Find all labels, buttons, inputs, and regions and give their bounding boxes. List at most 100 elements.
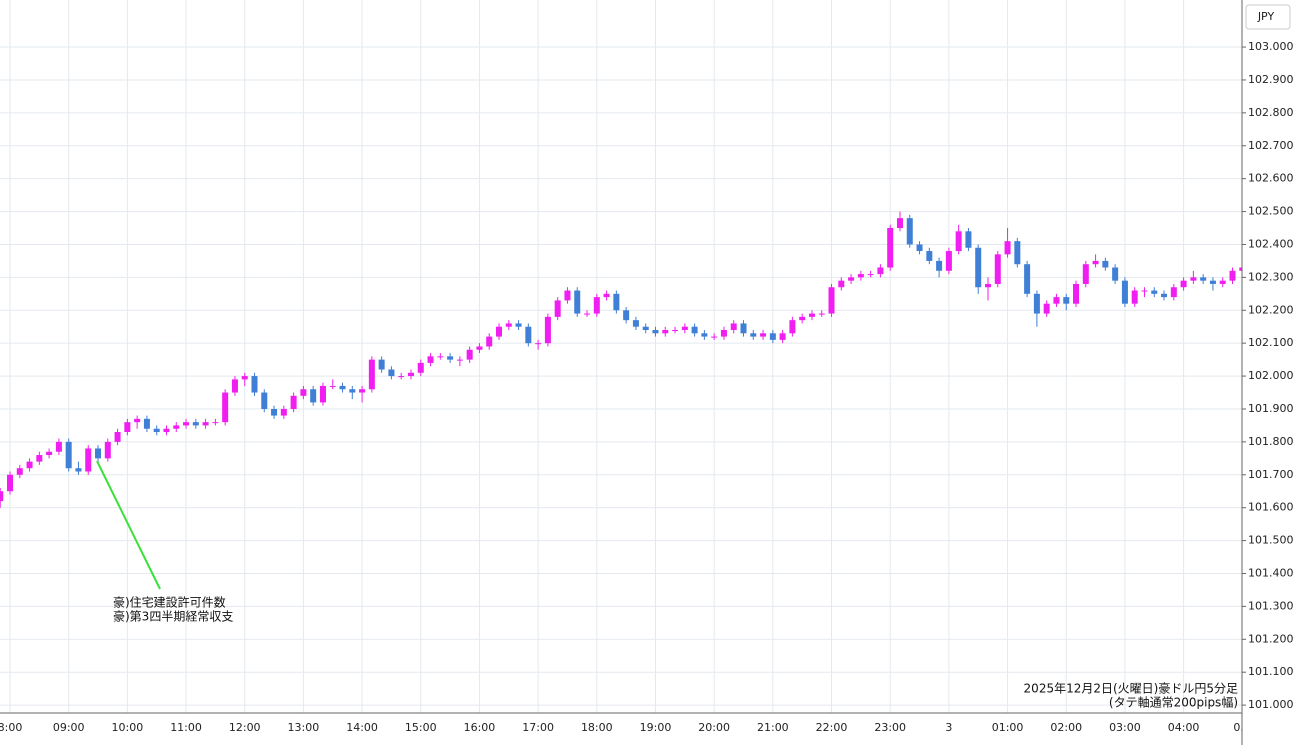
candle-body (241, 376, 248, 380)
x-tick-label: 14:00 (346, 721, 378, 734)
candle-body (183, 422, 190, 426)
x-tick-label: 18:00 (581, 721, 613, 734)
x-tick-label: 10:00 (112, 721, 144, 734)
candle-body (290, 395, 297, 409)
candle-body (857, 274, 864, 278)
candle-body (85, 448, 92, 472)
candle-body (574, 290, 581, 314)
candle-body (124, 422, 131, 433)
candle-body (359, 389, 366, 393)
candle-body (1082, 264, 1089, 284)
candle-body (1033, 293, 1040, 314)
candle-body (427, 356, 434, 363)
candle-body (877, 267, 884, 275)
candle-body (280, 408, 287, 416)
candle-body (1073, 283, 1080, 304)
candle-body (525, 326, 532, 344)
x-tick-label: 15:00 (405, 721, 437, 734)
y-tick-label: 101.500 (1248, 534, 1294, 547)
candle-body (691, 326, 698, 334)
candle-body (310, 389, 317, 403)
price-axis-panel (1242, 0, 1300, 745)
y-tick-label: 101.200 (1248, 632, 1294, 645)
candle-body (447, 356, 454, 360)
y-tick-label: 102.500 (1248, 205, 1294, 218)
plot-area: 8:00 09:00 10:00 11:00 12:00 13:00 14:00 15:00 1… (0, 211, 1251, 734)
y-tick-label: 101.400 (1248, 566, 1294, 579)
candle-body (1043, 303, 1050, 314)
candle-body (349, 389, 356, 393)
candle-body (496, 326, 502, 337)
candle-body (613, 293, 620, 311)
y-tick-label: 102.900 (1248, 73, 1294, 86)
candle-body (906, 218, 913, 245)
candle-body (417, 362, 424, 373)
candle-body (985, 283, 991, 288)
candle-body (1219, 280, 1226, 284)
candle-body (848, 277, 855, 281)
candle-body (965, 231, 972, 248)
candle-body (926, 251, 933, 261)
candle-body (75, 468, 82, 472)
currency-label[interactable]: JPY (1257, 10, 1275, 23)
annotation-pointer (96, 460, 161, 590)
candle-body (46, 451, 53, 456)
candle-body (407, 372, 414, 377)
x-tick-label: 13:00 (288, 721, 320, 734)
x-tick-label: 22:00 (816, 721, 848, 734)
y-tick-label: 102.800 (1248, 106, 1294, 119)
candle-body (730, 323, 737, 331)
candle-body (476, 346, 483, 350)
candle-body (1131, 290, 1138, 304)
x-tick-label: 8:00 (0, 721, 22, 734)
candle-body (36, 455, 43, 462)
y-tick-label: 101.300 (1248, 599, 1294, 612)
x-tick-label: 02:00 (1050, 721, 1082, 734)
chart-note: (タテ軸通常200pips幅) (1109, 695, 1238, 710)
y-tick-label: 101.100 (1248, 665, 1294, 678)
x-tick-label: 04:00 (1168, 721, 1200, 734)
candle-body (368, 359, 375, 390)
y-tick-label: 103.000 (1248, 40, 1294, 53)
candle-body (535, 343, 542, 345)
candle-body (769, 333, 776, 340)
candle-body (916, 244, 923, 252)
candle-body (153, 428, 160, 433)
candle-body (231, 379, 238, 393)
candle-body (1141, 290, 1148, 292)
candle-body (1112, 267, 1119, 281)
candle-body (104, 441, 111, 459)
candle-body (789, 320, 796, 334)
candle-body (251, 376, 258, 393)
x-tick-label: 03:00 (1109, 721, 1141, 734)
candle-body (544, 316, 551, 344)
candle-body (1092, 260, 1099, 265)
candle-body (701, 333, 708, 337)
candle-body (466, 349, 473, 360)
candle-body (515, 323, 522, 327)
candle-body (1102, 260, 1109, 268)
candle-body (163, 428, 170, 433)
candle-body (1014, 241, 1021, 265)
candle-body (271, 408, 278, 416)
annotation: 豪)住宅建設許可件数 (113, 595, 226, 610)
candle-body (0, 491, 4, 502)
candle-body (750, 333, 757, 337)
candle-body (838, 280, 845, 288)
annotation: 豪)第3四半期経常収支 (113, 609, 233, 624)
x-tick-label: 19:00 (640, 721, 672, 734)
y-tick-label: 101.700 (1248, 468, 1294, 481)
candle-body (1180, 280, 1187, 288)
candle-body (603, 293, 610, 298)
candle-body (936, 260, 943, 271)
x-tick-label: 21:00 (757, 721, 789, 734)
candle-body (26, 461, 33, 469)
candle-body (623, 310, 630, 321)
y-tick-label: 102.100 (1248, 336, 1294, 349)
candle-body (134, 418, 141, 423)
candle-body (202, 422, 209, 426)
candle-body (1200, 277, 1207, 281)
currency-button[interactable] (1245, 4, 1291, 30)
y-tick-label: 102.200 (1248, 303, 1294, 316)
